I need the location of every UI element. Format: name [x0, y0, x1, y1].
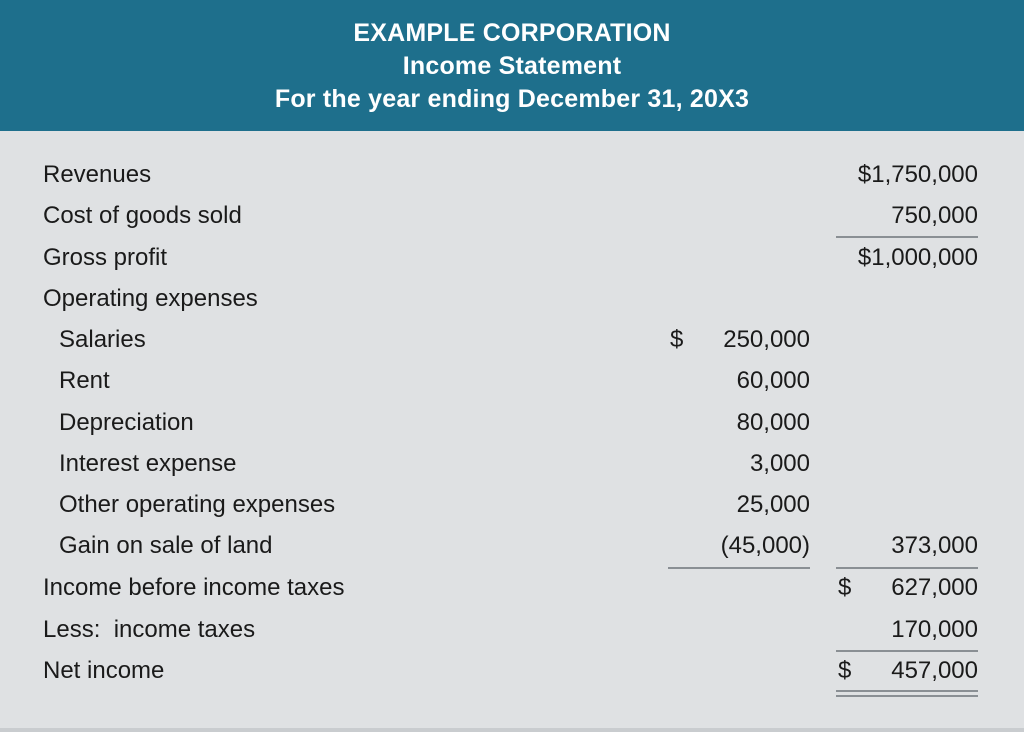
statement-body: [0, 131, 1024, 732]
line-label: Cost of goods sold: [43, 202, 242, 229]
subtotal-rule: [836, 567, 978, 569]
currency-symbol: $: [838, 574, 852, 601]
line-label: Operating expenses: [43, 285, 258, 312]
line-amount: 250,000: [723, 326, 810, 353]
line-other-operating-expenses: Other operating expenses 25,000: [0, 485, 1024, 525]
line-label: Gain on sale of land: [59, 532, 273, 559]
line-total: $1,750,000: [857, 161, 978, 188]
subtotal-rule: [668, 567, 810, 569]
statement-title: Income Statement: [402, 52, 622, 80]
line-total: 170,000: [891, 616, 978, 643]
line-label: Salaries: [59, 326, 146, 353]
line-total: 457,000: [891, 657, 978, 684]
line-label: Gross profit: [43, 244, 168, 271]
line-label: Revenues: [43, 161, 152, 188]
line-label: Less: income taxes: [43, 616, 256, 643]
line-total: $1,000,000: [857, 244, 978, 271]
line-gross-profit: Gross profit $1,000,000: [0, 238, 1024, 278]
line-label: Net income: [43, 657, 165, 684]
currency-symbol: $: [838, 657, 852, 684]
line-label: Other operating expenses: [59, 491, 336, 518]
line-gain-on-sale-of-land: Gain on sale of land (45,000) 373,000: [0, 526, 1024, 566]
bottom-border: [0, 728, 1024, 732]
double-rule-bottom: [836, 695, 978, 697]
line-amount: 25,000: [736, 491, 810, 518]
line-cost-of-goods-sold: Cost of goods sold 750,000: [0, 196, 1024, 236]
subtotal-rule: [836, 236, 978, 238]
line-label: Interest expense: [59, 450, 237, 477]
line-total: 373,000: [891, 532, 978, 559]
line-revenues: Revenues $1,750,000: [0, 155, 1024, 195]
company-name: EXAMPLE CORPORATION: [353, 19, 671, 47]
line-total: 627,000: [891, 574, 978, 601]
line-amount: (45,000): [720, 532, 810, 559]
line-income-before-taxes: Income before income taxes $ 627,000: [0, 568, 1024, 608]
subtotal-rule: [836, 650, 978, 652]
line-amount: 80,000: [736, 409, 810, 436]
line-label: Income before income taxes: [43, 574, 345, 601]
line-operating-expenses-heading: Operating expenses: [0, 279, 1024, 319]
currency-symbol: $: [670, 326, 684, 353]
line-amount: 60,000: [736, 367, 810, 394]
line-rent: Rent 60,000: [0, 361, 1024, 401]
line-net-income: Net income $ 457,000: [0, 651, 1024, 691]
statement-header: EXAMPLE CORPORATION Income Statement For…: [0, 0, 1024, 131]
line-salaries: Salaries $ 250,000: [0, 320, 1024, 360]
line-interest-expense: Interest expense 3,000: [0, 444, 1024, 484]
line-total: 750,000: [891, 202, 978, 229]
line-depreciation: Depreciation 80,000: [0, 403, 1024, 443]
line-income-taxes: Less: income taxes 170,000: [0, 610, 1024, 650]
line-label: Depreciation: [59, 409, 194, 436]
line-amount: 3,000: [749, 450, 810, 477]
line-label: Rent: [59, 367, 110, 394]
statement-period: For the year ending December 31, 20X3: [274, 85, 750, 113]
double-rule-top: [836, 690, 978, 692]
